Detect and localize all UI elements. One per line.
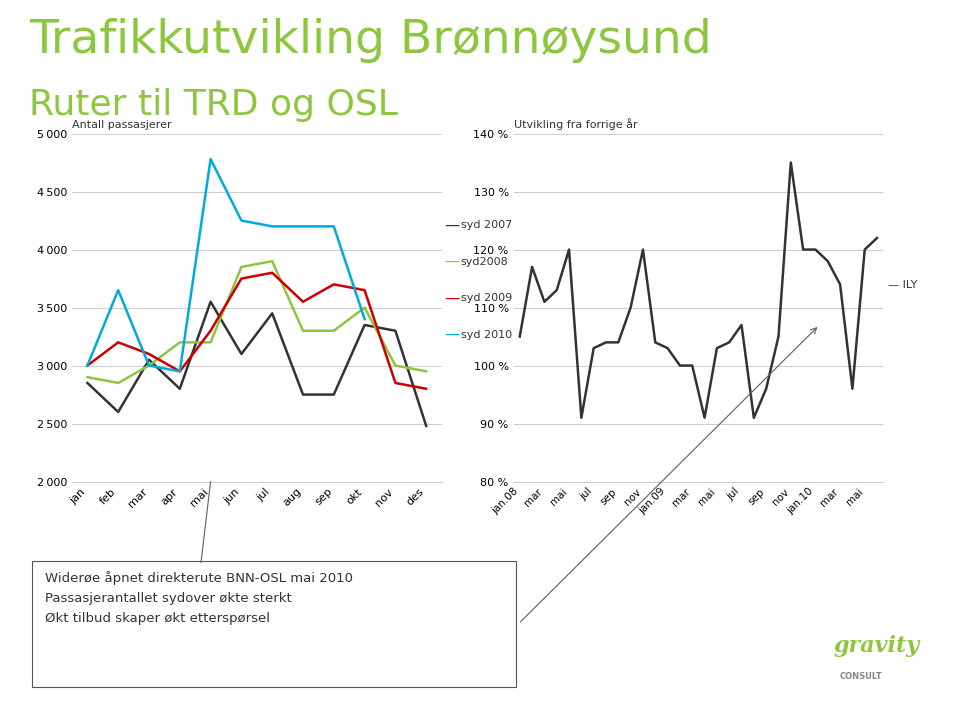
- Text: syd 2007: syd 2007: [461, 220, 512, 230]
- Text: syd 2009: syd 2009: [461, 293, 512, 303]
- Text: Widerøe åpnet direkterute BNN-OSL mai 2010
Passasjerantallet sydover økte sterkt: Widerøe åpnet direkterute BNN-OSL mai 20…: [45, 571, 353, 625]
- Text: Trafikkutvikling Brønnøysund: Trafikkutvikling Brønnøysund: [29, 18, 711, 63]
- Text: — ILY: — ILY: [888, 280, 918, 290]
- Text: gravity: gravity: [833, 636, 920, 657]
- Text: —: —: [444, 217, 460, 233]
- Text: —: —: [444, 327, 460, 342]
- Text: —: —: [444, 254, 460, 269]
- Text: syd2008: syd2008: [461, 257, 509, 266]
- Text: —: —: [444, 290, 460, 306]
- Text: Utvikling fra forrige år: Utvikling fra forrige år: [514, 118, 637, 130]
- Text: CONSULT: CONSULT: [840, 671, 882, 681]
- Text: Ruter til TRD og OSL: Ruter til TRD og OSL: [29, 88, 397, 122]
- Text: Antall passasjerer: Antall passasjerer: [72, 120, 172, 130]
- Text: syd 2010: syd 2010: [461, 330, 512, 340]
